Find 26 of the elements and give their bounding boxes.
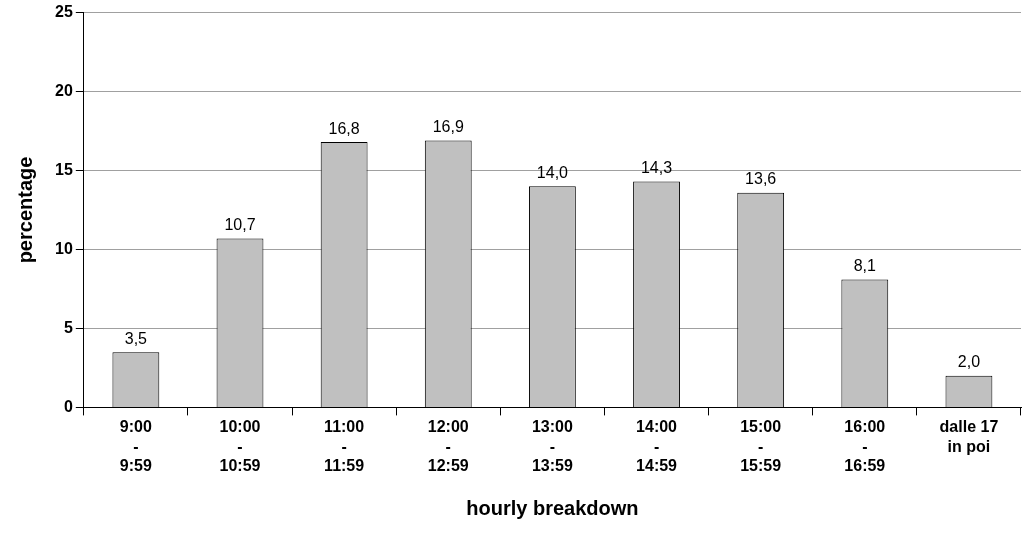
- x-tick-label: 13:00 - 13:59: [531, 418, 573, 474]
- x-tick-label: dalle 17 in poi: [939, 418, 999, 455]
- x-tick-label: 9:00 - 9:59: [119, 418, 152, 474]
- data-label: 14,3: [640, 158, 673, 176]
- y-axis-title: percentage: [13, 156, 36, 264]
- x-axis-title: hourly breakdown: [466, 496, 639, 519]
- x-tick-label: 15:00 - 15:59: [740, 418, 782, 474]
- data-label: 13,6: [745, 170, 777, 188]
- x-tick-label: 16:00 - 16:59: [844, 418, 886, 474]
- x-tick-label: 11:00 - 11:59: [324, 418, 365, 474]
- data-label: 10,7: [224, 215, 256, 233]
- y-tick-label: 5: [63, 318, 73, 336]
- y-tick-label: 15: [55, 160, 73, 178]
- x-tick-label: 10:00 - 10:59: [219, 418, 261, 474]
- data-label: 14,0: [536, 163, 569, 181]
- x-tick-label: 14:00 - 14:59: [636, 418, 678, 474]
- x-tick-label: 12:00 - 12:59: [427, 418, 469, 474]
- data-label: 3,5: [124, 329, 148, 347]
- data-label: 8,1: [853, 256, 877, 274]
- y-tick-label: 20: [55, 81, 73, 99]
- y-tick-label: 25: [55, 3, 73, 21]
- data-label: 16,9: [432, 117, 464, 135]
- y-tick-label: 10: [55, 239, 73, 257]
- y-tick-label: 0: [63, 397, 73, 415]
- data-label: 2,0: [957, 353, 981, 371]
- data-label: 16,8: [328, 119, 360, 137]
